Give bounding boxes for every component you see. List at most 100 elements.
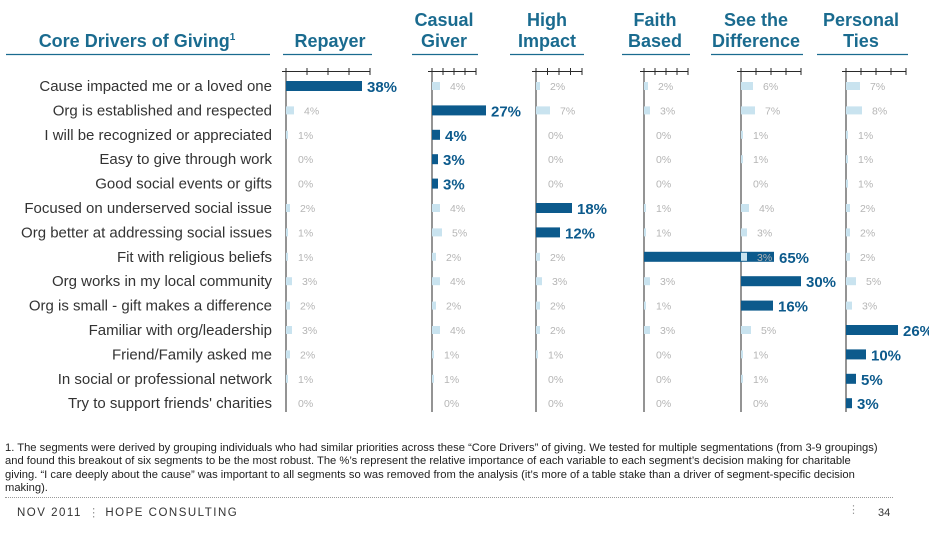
bar-muted (644, 204, 646, 212)
value-label: 1% (548, 349, 563, 361)
value-label: 3% (660, 276, 675, 288)
bar-muted (432, 326, 440, 334)
bar-muted (644, 82, 648, 90)
bar-muted (741, 106, 755, 115)
bar-muted (846, 301, 852, 310)
bar-muted (286, 106, 294, 115)
row-label: Cause impacted me or a loved one (39, 78, 272, 95)
bar-muted (286, 130, 288, 139)
bar-highlight (741, 276, 801, 287)
value-label: 3% (757, 227, 772, 239)
value-label: 0% (656, 130, 671, 142)
value-label: 0% (656, 179, 671, 191)
bar-muted (741, 326, 751, 334)
value-label: 2% (446, 252, 461, 264)
value-label: 1% (753, 349, 768, 361)
value-label: 0% (656, 374, 671, 386)
bar-muted (644, 277, 650, 286)
value-label: 30% (806, 274, 836, 291)
value-label: 2% (300, 301, 315, 313)
value-label: 18% (577, 201, 607, 218)
bar-muted (846, 252, 850, 261)
row-label: Org works in my local community (52, 273, 273, 290)
bar-muted (741, 155, 743, 164)
value-label: 65% (779, 250, 809, 267)
value-label: 7% (560, 105, 575, 117)
bar-highlight (741, 300, 773, 311)
bar-highlight (536, 227, 560, 238)
bar-muted (644, 106, 650, 115)
row-label: Org is established and respected (53, 102, 272, 119)
value-label: 4% (450, 81, 465, 93)
value-label: 4% (445, 128, 467, 145)
bar-muted (644, 301, 646, 310)
bar-highlight (432, 154, 438, 165)
bar-muted (286, 374, 288, 383)
segment-header-2: Casual (414, 10, 473, 30)
value-label: 0% (656, 154, 671, 166)
value-label: 7% (870, 81, 885, 93)
bar-highlight (644, 251, 774, 262)
segment-header-3: Impact (518, 31, 576, 51)
bar-muted (432, 252, 436, 261)
value-label: 3% (302, 325, 317, 337)
value-label: 0% (298, 154, 313, 166)
segment-header-6: Ties (843, 31, 879, 51)
segment-header-6: Personal (823, 10, 899, 30)
row-label: Familiar with org/leadership (89, 322, 272, 339)
value-label: 2% (860, 252, 875, 264)
bar-muted (741, 374, 743, 383)
bar-muted (432, 350, 434, 359)
bar-muted (286, 204, 290, 212)
value-label: 3% (552, 276, 567, 288)
value-label: 2% (550, 325, 565, 337)
bar-muted (741, 82, 753, 90)
value-label: 0% (548, 179, 563, 191)
value-label: 12% (565, 225, 595, 242)
footer-divider (5, 497, 893, 498)
value-label: 0% (444, 398, 459, 410)
value-label: 2% (300, 203, 315, 215)
segment-header-5: See the (724, 10, 788, 30)
value-label: 16% (778, 299, 808, 316)
bar-muted (846, 228, 850, 237)
value-label: 0% (753, 398, 768, 410)
bar-muted (536, 277, 542, 286)
row-label: Easy to give through work (99, 151, 272, 168)
value-label: 3% (862, 301, 877, 313)
value-label: 0% (298, 398, 313, 410)
bar-muted (536, 350, 538, 359)
value-label: 1% (656, 203, 671, 215)
value-label: 1% (298, 227, 313, 239)
row-label: Try to support friends' charities (68, 395, 272, 412)
value-label: 3% (660, 105, 675, 117)
footer-date: NOV 2011 (17, 507, 82, 519)
bar-highlight (846, 325, 898, 335)
segment-header-2: Giver (421, 31, 467, 51)
value-label: 0% (753, 179, 768, 191)
value-label: 1% (656, 301, 671, 313)
value-label: 1% (298, 374, 313, 386)
bar-muted (644, 228, 646, 237)
value-label: 1% (753, 374, 768, 386)
bar-muted (846, 106, 862, 115)
value-label: 0% (548, 154, 563, 166)
row-label: Friend/Family asked me (112, 346, 272, 363)
row-label: I will be recognized or appreciated (44, 127, 272, 144)
value-label: 1% (753, 130, 768, 142)
value-label: 8% (872, 105, 887, 117)
value-label: 3% (660, 325, 675, 337)
footer: NOV 2011 ⋮ HOPE CONSULTING (17, 507, 239, 519)
bar-muted (741, 204, 749, 212)
bar-muted (846, 155, 848, 164)
value-label: 1% (656, 227, 671, 239)
value-label: 1% (444, 349, 459, 361)
drivers-chart: Core Drivers of Giving1 Repayer CasualGive… (6, 10, 929, 413)
value-label: 4% (450, 325, 465, 337)
value-label: 0% (548, 130, 563, 142)
bar-muted (846, 130, 848, 139)
segment-header-4: Based (628, 31, 682, 51)
value-label: 4% (450, 203, 465, 215)
value-label: 5% (866, 276, 881, 288)
value-label: 0% (656, 398, 671, 410)
